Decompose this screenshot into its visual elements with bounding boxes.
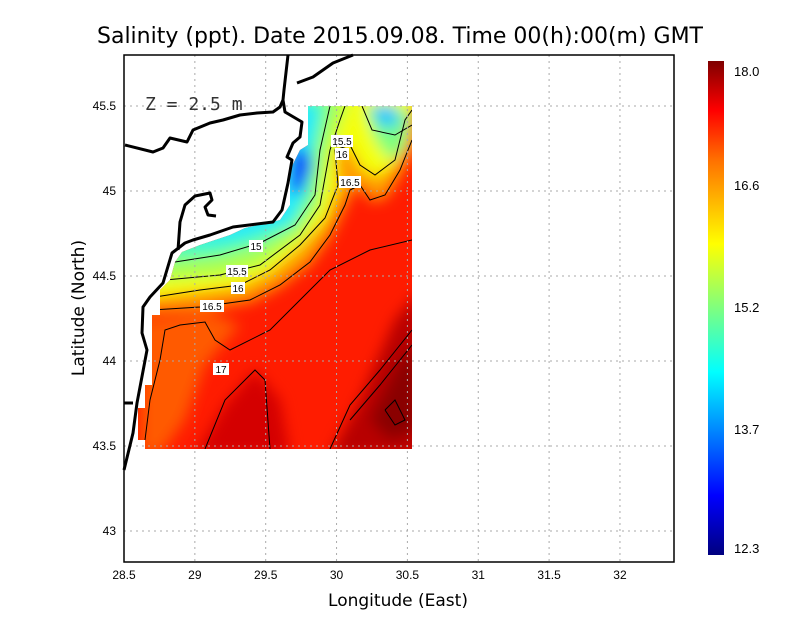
colorbar-tick: 15.2 [734, 300, 759, 315]
contour-labels: 15.5 16 16.5 15 15.5 16 16.5 17 [200, 135, 361, 376]
contour-label: 16.5 [340, 178, 360, 189]
colorbar-tick: 12.3 [734, 541, 759, 556]
colorbar [708, 61, 724, 555]
x-tick-label: 29.5 [254, 568, 278, 582]
y-tick-label: 45 [103, 184, 117, 198]
contour-label: 16 [336, 150, 348, 161]
x-axis-label: Longitude (East) [328, 591, 468, 611]
y-tick-label: 45.5 [93, 99, 117, 113]
y-tick-label: 44.5 [93, 269, 117, 283]
contour-label: 15 [250, 242, 262, 253]
x-tick-label: 29 [188, 568, 202, 582]
contour-label: 16.5 [202, 302, 222, 313]
colorbar-tick: 13.7 [734, 422, 759, 437]
contour-label: 15.5 [227, 267, 247, 278]
coastline [122, 53, 354, 471]
y-tick-label: 43 [103, 524, 117, 538]
depth-label: Z = 2.5 m [145, 94, 243, 115]
colorbar-tick: 16.6 [734, 178, 759, 193]
x-tick-labels: 28.5 29 29.5 30 30.5 31 31.5 32 [112, 568, 627, 582]
salinity-field [138, 106, 412, 449]
x-tick-label: 31 [472, 568, 486, 582]
x-tick-label: 30.5 [396, 568, 420, 582]
grid-lines [124, 55, 674, 562]
contour-label: 16 [232, 284, 244, 295]
y-axis-label: Latitude (North) [69, 240, 89, 376]
y-tick-label: 44 [103, 354, 117, 368]
x-tick-label: 30 [330, 568, 344, 582]
plot-frame [123, 54, 675, 563]
colorbar-tick: 18.0 [734, 64, 759, 79]
y-tick-labels: 45.5 45 44.5 44 43.5 43 [93, 99, 117, 538]
contour-label: 15.5 [332, 137, 352, 148]
y-tick-label: 43.5 [93, 439, 117, 453]
x-tick-label: 32 [613, 568, 627, 582]
chart-title: Salinity (ppt). Date 2015.09.08. Time 00… [97, 24, 704, 49]
x-tick-label: 31.5 [537, 568, 561, 582]
x-tick-label: 28.5 [112, 568, 136, 582]
contour-label: 17 [215, 365, 227, 376]
